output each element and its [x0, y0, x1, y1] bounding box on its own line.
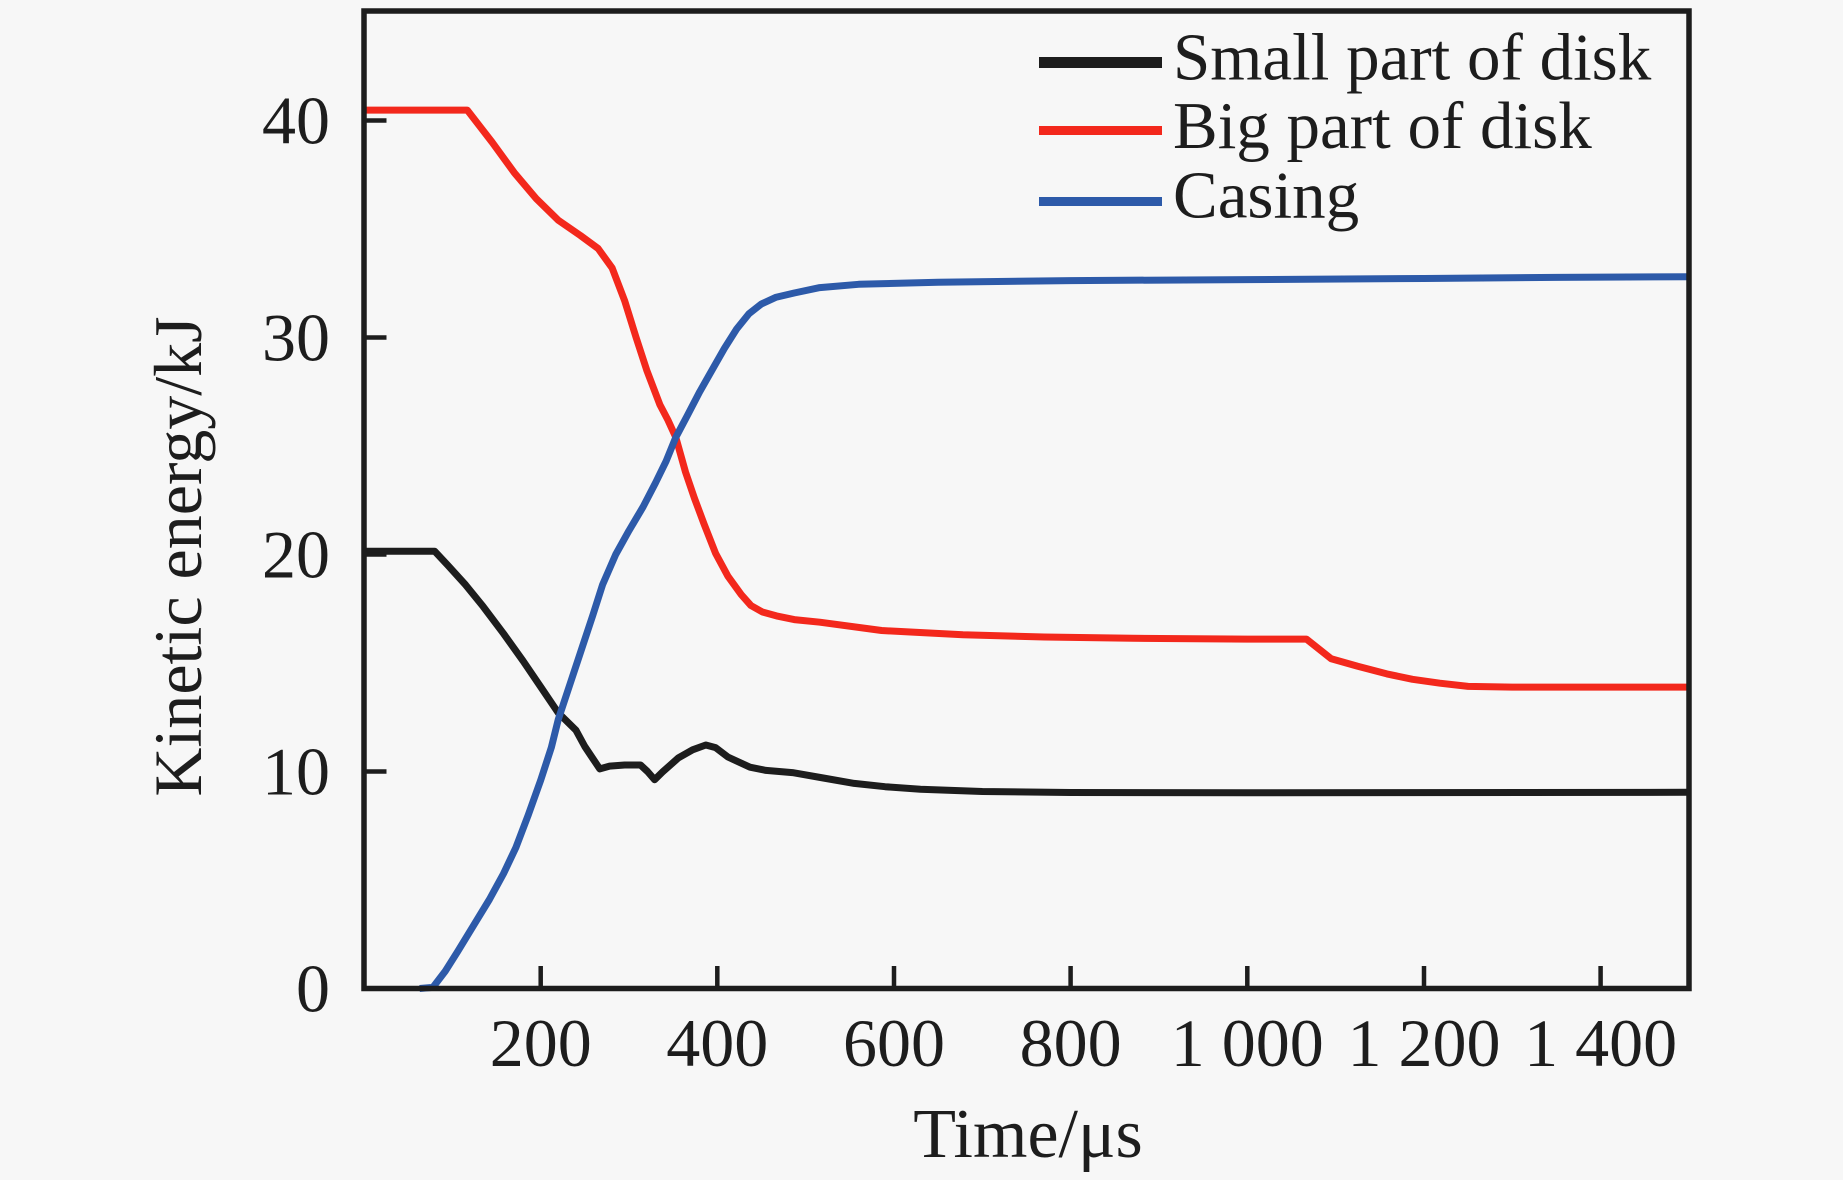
- svg-text:Casing: Casing: [1173, 159, 1359, 233]
- svg-text:Small part of disk: Small part of disk: [1173, 21, 1652, 95]
- svg-text:1 400: 1 400: [1524, 1005, 1677, 1081]
- svg-text:800: 800: [1020, 1005, 1122, 1081]
- svg-text:1 000: 1 000: [1171, 1005, 1324, 1081]
- svg-text:10: 10: [262, 734, 330, 810]
- svg-text:40: 40: [262, 83, 330, 159]
- svg-text:Time/μs: Time/μs: [913, 1096, 1142, 1173]
- svg-text:30: 30: [262, 300, 330, 376]
- svg-text:0: 0: [296, 951, 330, 1027]
- svg-text:400: 400: [666, 1005, 768, 1081]
- svg-text:200: 200: [490, 1005, 592, 1081]
- svg-text:Kinetic energy/kJ: Kinetic energy/kJ: [140, 316, 216, 796]
- svg-text:Big part of disk: Big part of disk: [1173, 89, 1592, 163]
- svg-text:1 200: 1 200: [1348, 1005, 1501, 1081]
- svg-text:20: 20: [262, 517, 330, 593]
- svg-text:600: 600: [843, 1005, 945, 1081]
